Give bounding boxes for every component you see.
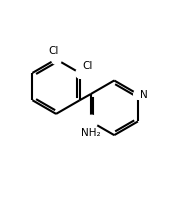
Text: N: N: [140, 89, 148, 99]
Text: Cl: Cl: [83, 60, 93, 70]
Text: Cl: Cl: [48, 46, 58, 56]
Text: NH₂: NH₂: [81, 127, 100, 137]
